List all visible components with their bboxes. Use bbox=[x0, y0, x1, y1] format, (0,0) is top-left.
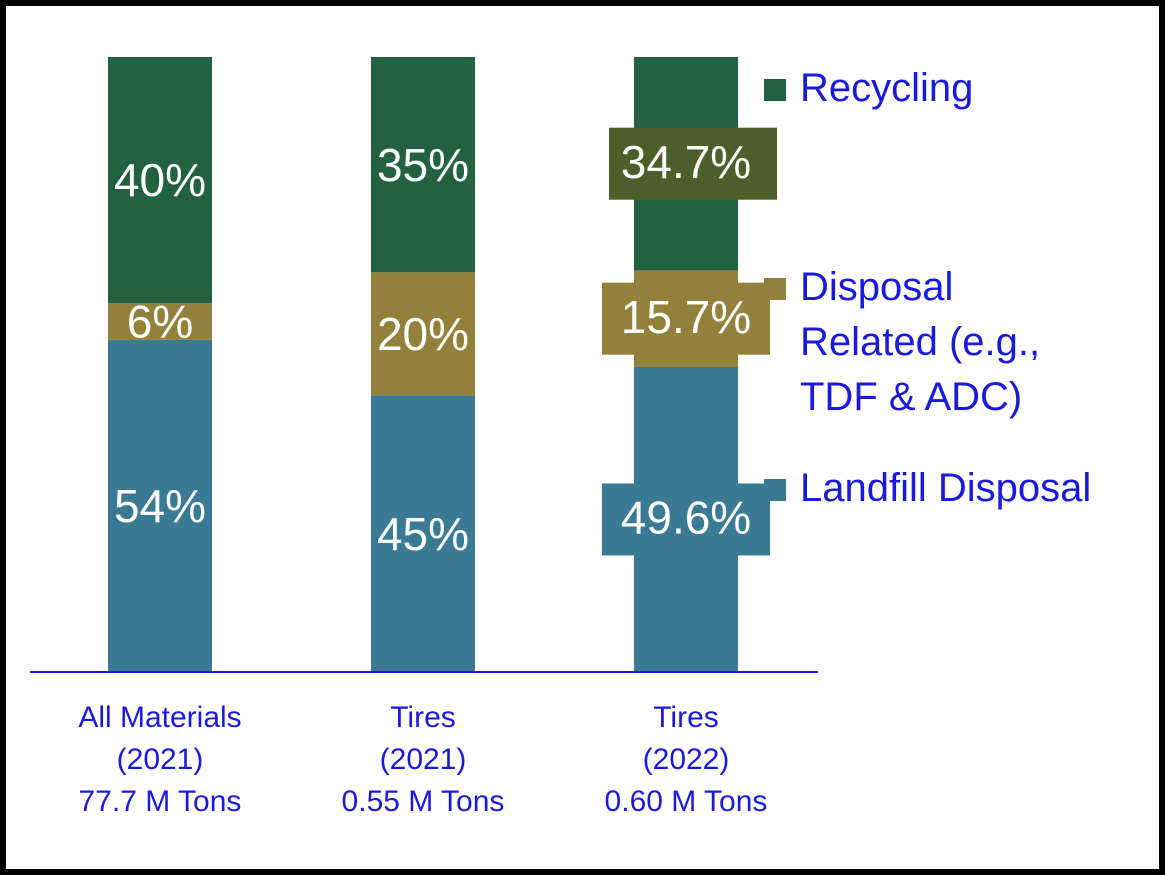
bar-segment bbox=[371, 57, 475, 273]
bar-segment bbox=[108, 339, 212, 672]
label-box bbox=[609, 127, 777, 200]
data-label: 34.7% bbox=[621, 136, 751, 188]
x-tick-label: 0.60 M Tons bbox=[605, 785, 768, 818]
data-label: 49.6% bbox=[621, 492, 751, 544]
legend-swatch bbox=[764, 79, 786, 101]
x-tick-label: Tires bbox=[653, 701, 719, 734]
label-box bbox=[602, 483, 770, 556]
legend-swatch bbox=[764, 278, 786, 300]
x-tick-label: (2022) bbox=[643, 743, 730, 776]
data-label: 35% bbox=[377, 139, 469, 191]
data-label: 6% bbox=[127, 296, 193, 348]
x-tick-label: (2021) bbox=[380, 743, 467, 776]
bar-segment bbox=[108, 57, 212, 303]
data-label: 20% bbox=[377, 308, 469, 360]
legend-label: Landfill Disposal bbox=[800, 466, 1092, 510]
x-tick-label: 77.7 M Tons bbox=[79, 785, 242, 818]
x-tick-label: (2021) bbox=[117, 743, 204, 776]
bar-segment bbox=[108, 303, 212, 340]
bar-segment bbox=[371, 272, 475, 396]
label-box bbox=[602, 282, 770, 355]
data-label: 45% bbox=[377, 508, 469, 560]
legend-label: Disposal Related (e.g., TDF & ADC) bbox=[800, 265, 1041, 419]
legend-label: Recycling bbox=[800, 66, 974, 110]
x-tick-label: 0.55 M Tons bbox=[342, 785, 505, 818]
x-tick-label: Tires bbox=[390, 701, 456, 734]
x-tick-label: All Materials bbox=[78, 701, 241, 734]
data-label: 40% bbox=[114, 154, 206, 206]
data-label: 54% bbox=[114, 480, 206, 532]
bar-segment bbox=[371, 395, 475, 672]
data-label: 15.7% bbox=[621, 291, 751, 343]
legend-swatch bbox=[764, 479, 786, 501]
